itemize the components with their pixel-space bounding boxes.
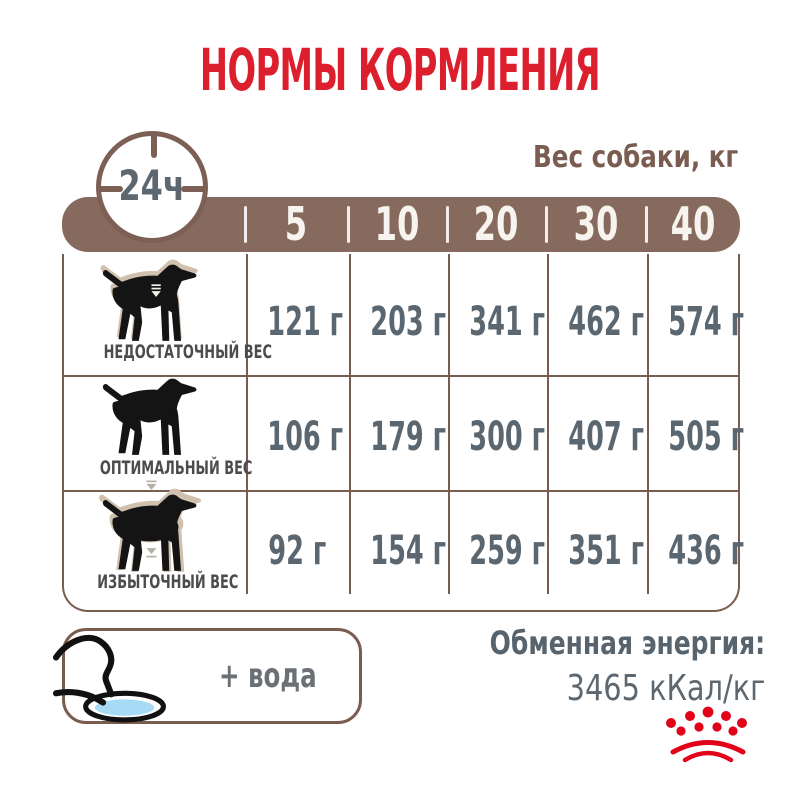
energy-title: Обменная энергия: [489, 624, 765, 662]
header-separator [347, 206, 350, 243]
column-header: 10 [375, 197, 420, 251]
dog-overweight-icon [99, 480, 202, 572]
grid-line [246, 254, 248, 594]
table-cell: 203 г [370, 299, 447, 345]
table-cell: 154 г [370, 528, 447, 574]
water-note-box: + вода [52, 628, 362, 724]
clock-label: 24ч [118, 161, 186, 210]
weight-header: Вес собаки, кг [488, 140, 738, 175]
table-cell: 92 г [268, 528, 327, 574]
column-header: 5 [285, 197, 308, 251]
clock-tick [97, 186, 123, 192]
column-header: 20 [474, 197, 519, 251]
table-cell: 505 г [668, 414, 745, 460]
feeding-table: НЕДОСТАТОЧНЫЙ ВЕС 121 г 203 г 341 г 462 … [62, 254, 745, 612]
excess-marker [146, 480, 157, 558]
clock-tick [151, 132, 157, 158]
water-label: + вода [219, 656, 317, 696]
header-separator [545, 206, 548, 243]
clock-24h-icon: 24ч [96, 131, 208, 243]
table-cell: 300 г [469, 414, 546, 460]
grid-line [64, 375, 738, 377]
energy-info: Обменная энергия: 3465 кКал/кг [412, 626, 765, 715]
table-cell: 407 г [568, 414, 645, 460]
header-separator [446, 206, 449, 243]
grid-line [647, 254, 649, 594]
table-cell: 179 г [370, 414, 447, 460]
row-label: ИЗБЫТОЧНЫЙ ВЕС [97, 571, 239, 593]
royal-canin-crown-icon [666, 706, 747, 763]
table-cell: 259 г [469, 528, 546, 574]
clock-tick [181, 186, 207, 192]
table-cell: 351 г [568, 528, 645, 574]
grid-line [349, 254, 351, 594]
dog-underweight-icon [100, 259, 198, 341]
water-bowl-icon [52, 634, 166, 723]
table-cell: 341 г [469, 299, 546, 345]
grid-line [448, 254, 450, 594]
table-cell: 121 г [267, 299, 344, 345]
dog-optimal-icon [102, 378, 197, 455]
table-cell: 106 г [267, 414, 344, 460]
table-cell: 574 г [668, 299, 745, 345]
rib-marker [151, 284, 161, 297]
energy-value: 3465 кКал/кг [566, 668, 765, 709]
table-cell: 462 г [568, 299, 645, 345]
header-separator [244, 206, 247, 243]
row-label: НЕДОСТАТОЧНЫЙ ВЕС [103, 341, 272, 363]
grid-line [64, 490, 738, 492]
table-header-bar: 5 10 20 30 40 [62, 197, 740, 252]
page-title-text: НОРМЫ КОРМЛЕНИЯ [199, 36, 601, 104]
grid-line [547, 254, 549, 594]
table-cell: 436 г [668, 528, 745, 574]
weight-header-text: Вес собаки, кг [532, 140, 738, 175]
column-header: 30 [573, 197, 619, 251]
row-label: ОПТИМАЛЬНЫЙ ВЕС [99, 457, 253, 479]
column-header: 40 [671, 197, 716, 251]
page-title: НОРМЫ КОРМЛЕНИЯ [0, 36, 800, 104]
header-separator [645, 206, 648, 243]
